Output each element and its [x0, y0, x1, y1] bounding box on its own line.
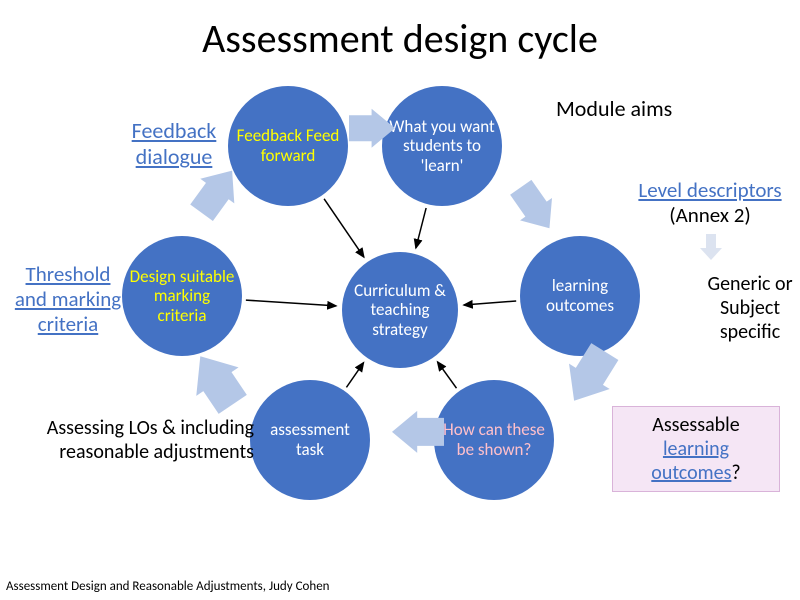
node-task: assessment task	[250, 380, 370, 500]
node-shown: How can these be shown?	[434, 380, 554, 500]
label-assessing-los: Assessing LOs & including reasonable adj…	[34, 416, 254, 464]
diagram-stage: Assessment design cycle Curriculum & teac…	[0, 0, 800, 600]
node-criteria: Design suitable marking criteria	[122, 236, 242, 356]
label-level-descriptors: Level descriptors(Annex 2)	[622, 178, 798, 228]
footer-credit: Assessment Design and Reasonable Adjustm…	[6, 579, 330, 594]
cycle-arrow	[349, 109, 395, 156]
node-want: What you want students to 'learn'	[382, 86, 502, 206]
label-feedback-dialogue: Feedback dialogue	[104, 118, 244, 171]
cycle-arrow	[392, 403, 444, 453]
center-node: Curriculum & teaching strategy	[342, 252, 458, 368]
down-arrow-icon	[700, 234, 722, 267]
page-title: Assessment design cycle	[0, 14, 800, 63]
label-module-aims: Module aims	[556, 96, 736, 122]
cycle-arrow	[499, 176, 566, 244]
callout-assessable: Assessable learning outcomes?	[612, 406, 780, 492]
label-threshold: Threshold and marking criteria	[12, 262, 124, 338]
label-generic-specific: Generic or Subject specific	[700, 272, 800, 344]
